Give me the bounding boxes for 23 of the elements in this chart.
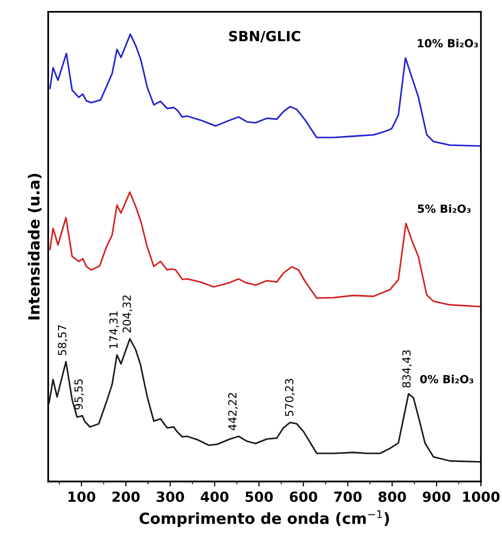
x-tick-label: 200	[112, 491, 140, 502]
x-tick-label: 100	[68, 491, 96, 502]
annotation: 95,55	[74, 379, 84, 410]
series-label: 5% Bi₂O₃	[418, 204, 471, 213]
x-tick-label: 500	[246, 491, 273, 502]
series-label: 10% Bi₂O₃	[418, 38, 478, 48]
annotation: 442,22	[228, 393, 238, 430]
x-tick-label: 800	[378, 491, 406, 502]
annotation: 58,57	[58, 325, 68, 356]
annotation: 204,32	[122, 296, 132, 332]
x-tick-label: 900	[422, 491, 450, 502]
series-label: 0% Bi₂O₃	[420, 374, 474, 384]
annotation: 834,43	[402, 350, 412, 388]
x-tick-label: 300	[156, 491, 184, 502]
x-axis-title: Comprimento de onda (cm$^{−1}$)	[140, 510, 389, 528]
chart-title: SBN/GLIC	[229, 30, 300, 42]
x-tick-label: 700	[334, 491, 362, 502]
annotation: 570,23	[284, 378, 295, 416]
annotation: 174,31	[109, 312, 119, 348]
x-tick-label: 1000	[463, 491, 500, 502]
x-tick-label: 400	[200, 491, 228, 502]
x-tick-label: 600	[290, 491, 318, 502]
y-axis-title: Intensidade (u.a)	[28, 174, 42, 320]
